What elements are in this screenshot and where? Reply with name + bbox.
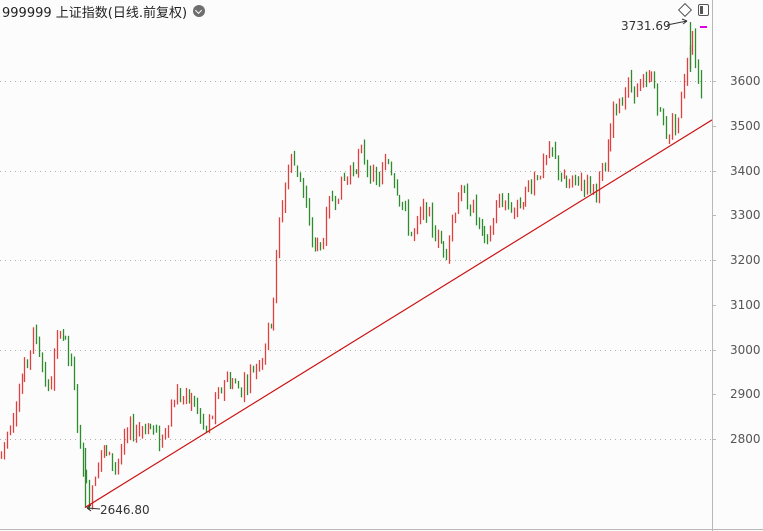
y-axis-label: 3000 [730,343,761,357]
last-price-marker [700,26,707,28]
y-axis-tick [712,305,716,306]
chart-plot-area[interactable] [0,0,712,529]
trendline [84,119,712,509]
y-axis-line [712,0,713,531]
y-axis-tick [712,81,716,82]
y-axis-label: 3500 [730,119,761,133]
y-axis-tick [712,439,716,440]
y-axis-tick [712,215,716,216]
y-axis-label: 3300 [730,208,761,222]
y-axis-label: 3400 [730,164,761,178]
y-axis-label: 3200 [730,253,761,267]
y-axis-label: 3600 [730,74,761,88]
y-axis-tick [712,350,716,351]
y-axis-tick [712,171,716,172]
y-axis-tick [712,126,716,127]
y-axis-tick [712,394,716,395]
y-axis-label: 2900 [730,387,761,401]
chart-header: 999999 上证指数(日线.前复权) [2,2,206,21]
high-price-label: 3731.69 [621,19,671,33]
low-price-label: 2646.80 [100,503,150,517]
chevron-down-circle-icon[interactable] [193,5,206,17]
candlestick-chart[interactable] [0,0,712,529]
y-axis-label: 2800 [730,432,761,446]
chart-title: 999999 上证指数(日线.前复权) [2,5,188,21]
panel-toggle-icon[interactable] [698,4,709,16]
x-axis-line [0,529,763,530]
y-axis-label: 3100 [730,298,761,312]
y-axis-tick [712,260,716,261]
